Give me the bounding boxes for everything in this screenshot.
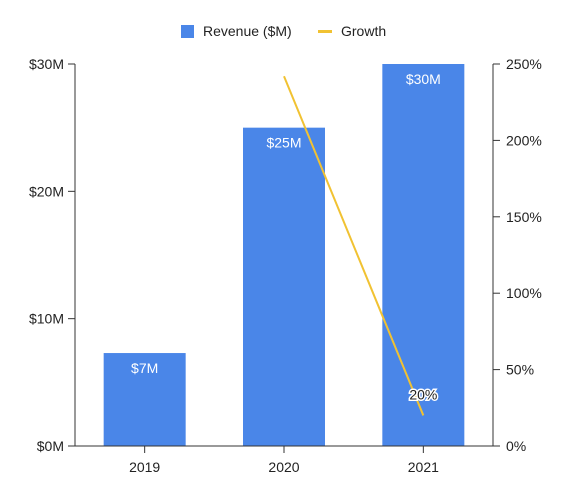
bars-group [103,64,465,447]
y-left-tick-label: $10M [29,311,64,327]
bar-data-label: $7M [131,360,158,376]
y-right-tick-label: 100% [506,285,542,301]
legend-label-growth: Growth [341,23,386,39]
y-right-tick-label: 200% [506,132,542,148]
legend-label-revenue: Revenue ($M) [203,23,292,39]
bar-data-label: $25M [266,135,301,151]
y-right-tick-label: 250% [506,56,542,72]
legend-swatch-revenue [181,25,194,38]
y-right-tick-label: 0% [506,438,526,454]
y-left-tick-label: $30M [29,56,64,72]
bar-2020 [243,127,325,447]
data-labels-group: $7M $25M $30M 20% [131,71,441,404]
legend-swatch-growth [318,30,332,33]
y-left-tick-label: $20M [29,183,64,199]
bar-data-label: $30M [406,71,441,87]
x-tick-label: 2019 [129,459,160,475]
legend: Revenue ($M) Growth [181,23,386,39]
y-right-tick-label: 50% [506,362,534,378]
bar-2021 [382,64,465,446]
line-series-group [283,75,425,416]
bar-2019 [103,353,186,446]
axes-group: $0M $10M $20M $30M 0% 50% 100% 150% 200% 250% 2019… [29,56,542,475]
growth-data-label: 20% [409,386,437,402]
x-tick-label: 2020 [268,459,299,475]
y-right-tick-label: 150% [506,209,542,225]
y-left-tick-label: $0M [37,438,64,454]
x-tick-label: 2021 [408,459,439,475]
growth-line [283,75,425,416]
